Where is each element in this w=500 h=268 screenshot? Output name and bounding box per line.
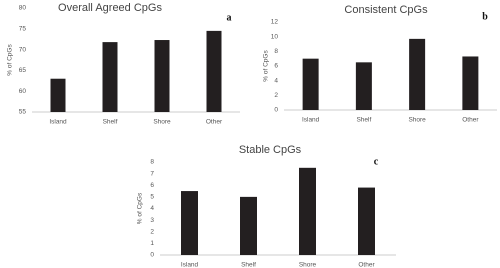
y-tick-label: 0 (274, 107, 278, 114)
bar (355, 62, 372, 110)
chart-title: Consistent CpGs (344, 4, 428, 16)
chart-title: Stable CpGs (239, 144, 302, 156)
x-tick-label: Island (181, 262, 199, 268)
y-tick-label: 70 (19, 46, 27, 53)
y-axis-label: % of CpGs (263, 50, 270, 82)
y-tick-label: 60 (19, 88, 27, 95)
bar (358, 187, 375, 255)
x-tick-label: Shore (408, 117, 426, 124)
panel-label: a (227, 12, 232, 23)
x-tick-label: Shore (153, 119, 171, 126)
y-tick-label: 55 (19, 109, 27, 116)
x-tick-label: Shelf (103, 119, 118, 126)
x-tick-label: Other (358, 262, 375, 268)
bar (240, 196, 257, 255)
bar (50, 78, 66, 112)
y-tick-label: 65 (19, 67, 27, 74)
y-tick-label: 6 (274, 63, 278, 70)
y-tick-label: 10 (271, 33, 279, 40)
x-tick-label: Shelf (356, 117, 371, 124)
x-tick-label: Shelf (241, 262, 256, 268)
bar (409, 38, 426, 110)
x-tick-label: Island (49, 119, 67, 126)
bar (102, 42, 118, 112)
y-tick-label: 2 (150, 228, 154, 235)
y-axis-label: % of CpGs (7, 44, 14, 76)
x-tick-label: Other (462, 117, 479, 124)
y-axis-label: % of CpGs (137, 192, 144, 224)
bar (299, 167, 316, 255)
y-tick-label: 7 (150, 170, 154, 177)
chart-title: Overall Agreed CpGs (58, 2, 162, 14)
y-tick-label: 1 (150, 240, 154, 247)
x-tick-label: Other (206, 119, 223, 126)
panel-label: c (374, 156, 379, 167)
bar (154, 40, 170, 113)
y-tick-label: 0 (150, 252, 154, 259)
y-tick-label: 8 (274, 48, 278, 55)
x-tick-label: Shore (299, 262, 317, 268)
y-tick-label: 12 (271, 19, 279, 26)
y-tick-label: 6 (150, 182, 154, 189)
bar (206, 30, 222, 113)
x-tick-label: Island (302, 117, 320, 124)
y-tick-label: 75 (19, 26, 27, 33)
bar (181, 191, 198, 255)
y-tick-label: 4 (274, 77, 278, 84)
bar (462, 56, 479, 110)
y-tick-label: 2 (274, 92, 278, 99)
y-tick-label: 4 (150, 205, 154, 212)
bar (302, 58, 319, 110)
y-tick-label: 3 (150, 217, 154, 224)
y-tick-label: 5 (150, 194, 154, 201)
panel-label: b (482, 11, 488, 22)
y-tick-label: 8 (150, 159, 154, 166)
y-tick-label: 80 (19, 5, 27, 12)
